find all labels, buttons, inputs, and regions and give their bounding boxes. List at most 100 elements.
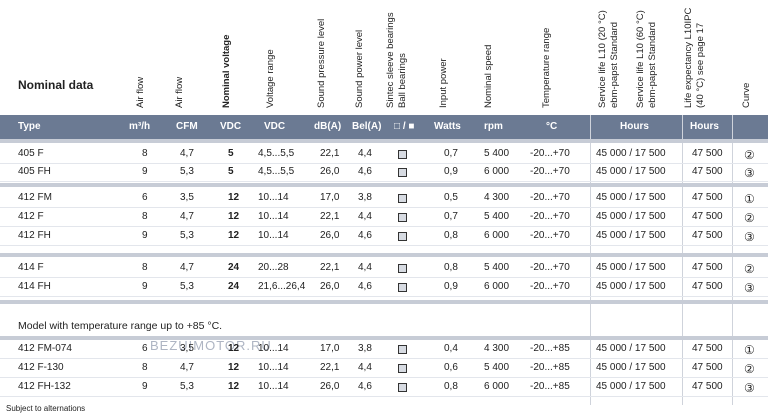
cell-nominal-speed: 4 300 (484, 192, 510, 203)
cell-nominal-speed: 5 400 (484, 211, 510, 222)
cell-type: 412 FM-074 (18, 343, 72, 354)
cell-life-expectancy: 47 500 (692, 281, 723, 292)
cell-type: 412 FM (18, 192, 52, 203)
bearing-icon (398, 345, 407, 357)
cell-nominal-voltage: 12 (228, 230, 240, 241)
group-separator (0, 336, 768, 340)
cell-temperature-range: -20...+70 (530, 281, 570, 292)
cell-sound-pressure: 26,0 (320, 166, 340, 177)
unit-bearings: □ / ■ (394, 121, 415, 132)
unit-hours-service: Hours (620, 121, 649, 132)
cell-service-life: 45 000 / 17 500 (596, 262, 666, 273)
cell-curve: ② (744, 148, 755, 162)
cell-sound-pressure: 22,1 (320, 362, 340, 373)
cell-voltage-range: 4,5...5,5 (258, 148, 295, 159)
cell-service-life: 45 000 / 17 500 (596, 281, 666, 292)
cell-service-life: 45 000 / 17 500 (596, 166, 666, 177)
bearing-icon (398, 150, 407, 162)
cell-sound-power: 3,8 (358, 343, 372, 354)
cell-airflow-cfm: 4,7 (180, 262, 194, 273)
units-bar: Type m³/h CFM VDC VDC dB(A) Bel(A) □ / ■… (0, 115, 768, 139)
cell-service-life: 45 000 / 17 500 (596, 148, 666, 159)
col-nominal-speed: Nominal speed (483, 44, 494, 108)
divider (732, 115, 733, 405)
cell-input-power: 0,8 (444, 262, 458, 273)
cell-sound-pressure: 26,0 (320, 281, 340, 292)
cell-type: 414 FH (18, 281, 51, 292)
cell-service-life: 45 000 / 17 500 (596, 362, 666, 373)
cell-voltage-range: 10...14 (258, 211, 289, 222)
table-row: 405 F 8 4,7 5 4,5...5,5 22,1 4,4 0,7 5 400 -20...… (0, 145, 768, 164)
cell-nominal-voltage: 12 (228, 211, 240, 222)
cell-airflow-cfm: 4,7 (180, 362, 194, 373)
cell-airflow-m3h: 8 (142, 211, 148, 222)
col-service-life-60-std: ebm-papst Standard (647, 21, 658, 108)
cell-nominal-voltage: 24 (228, 262, 240, 273)
bearing-icon (398, 283, 407, 295)
table-row: 412 FH-132 9 5,3 12 10...14 26,0 4,6 0,8 6 000 -2… (0, 378, 768, 397)
unit-watts: Watts (434, 121, 461, 132)
cell-sound-power: 3,8 (358, 192, 372, 203)
cell-life-expectancy: 47 500 (692, 262, 723, 273)
col-air-flow-cfm: Air flow (174, 76, 185, 108)
cell-sound-pressure: 17,0 (320, 192, 340, 203)
footer-note: Subject to alternations (6, 404, 86, 413)
cell-airflow-m3h: 9 (142, 166, 148, 177)
cell-service-life: 45 000 / 17 500 (596, 343, 666, 354)
col-curve: Curve (741, 82, 752, 108)
cell-sound-pressure: 26,0 (320, 381, 340, 392)
unit-m3h: m³/h (129, 121, 151, 132)
cell-airflow-cfm: 5,3 (180, 281, 194, 292)
unit-cfm: CFM (176, 121, 198, 132)
cell-temperature-range: -20...+70 (530, 192, 570, 203)
table-row: 412 F 8 4,7 12 10...14 22,1 4,4 0,7 5 400 -20...+… (0, 208, 768, 227)
cell-airflow-cfm: 5,3 (180, 230, 194, 241)
bearing-icon (398, 364, 407, 376)
cell-voltage-range: 10...14 (258, 230, 289, 241)
cell-type: 405 FH (18, 166, 51, 177)
cell-life-expectancy: 47 500 (692, 211, 723, 222)
cell-life-expectancy: 47 500 (692, 230, 723, 241)
col-sintec-bearings: Sintec sleeve bearings (385, 12, 396, 108)
cell-voltage-range: 10...14 (258, 362, 289, 373)
bearing-icon (398, 383, 407, 395)
cell-sound-power: 4,4 (358, 262, 372, 273)
cell-sound-pressure: 22,1 (320, 148, 340, 159)
cell-sound-power: 4,4 (358, 211, 372, 222)
bearing-icon (398, 264, 407, 276)
cell-input-power: 0,5 (444, 192, 458, 203)
cell-airflow-m3h: 6 (142, 343, 148, 354)
cell-service-life: 45 000 / 17 500 (596, 230, 666, 241)
unit-bela: Bel(A) (352, 121, 382, 132)
cell-nominal-voltage: 12 (228, 362, 240, 373)
col-service-life-60: Service life L10 (60 °C) (635, 10, 646, 108)
cell-sound-pressure: 22,1 (320, 211, 340, 222)
col-temperature-range: Temperature range (541, 27, 552, 108)
cell-service-life: 45 000 / 17 500 (596, 211, 666, 222)
cell-airflow-m3h: 8 (142, 262, 148, 273)
cell-type: 412 F (18, 211, 44, 222)
cell-type: 412 FH-132 (18, 381, 71, 392)
cell-curve: ② (744, 211, 755, 225)
table-row: 405 FH 9 5,3 5 4,5...5,5 26,0 4,6 0,9 6 000 -20..… (0, 163, 768, 182)
cell-sound-pressure: 22,1 (320, 262, 340, 273)
cell-life-expectancy: 47 500 (692, 192, 723, 203)
cell-temperature-range: -20...+70 (530, 148, 570, 159)
cell-temperature-range: -20...+70 (530, 262, 570, 273)
col-air-flow-m3h: Air flow (135, 76, 146, 108)
cell-airflow-m3h: 8 (142, 148, 148, 159)
cell-type: 405 F (18, 148, 44, 159)
cell-temperature-range: -20...+85 (530, 381, 570, 392)
cell-airflow-m3h: 9 (142, 381, 148, 392)
section-note: Model with temperature range up to +85 °… (18, 320, 223, 332)
cell-sound-power: 4,4 (358, 148, 372, 159)
table-row: 412 FM 6 3,5 12 10...14 17,0 3,8 0,5 4 300 -20...… (0, 189, 768, 208)
unit-type: Type (18, 121, 41, 132)
cell-type: 412 FH (18, 230, 51, 241)
cell-curve: ③ (744, 166, 755, 180)
cell-nominal-speed: 5 400 (484, 362, 510, 373)
cell-airflow-cfm: 5,3 (180, 166, 194, 177)
cell-life-expectancy: 47 500 (692, 343, 723, 354)
cell-temperature-range: -20...+85 (530, 343, 570, 354)
cell-airflow-m3h: 8 (142, 362, 148, 373)
